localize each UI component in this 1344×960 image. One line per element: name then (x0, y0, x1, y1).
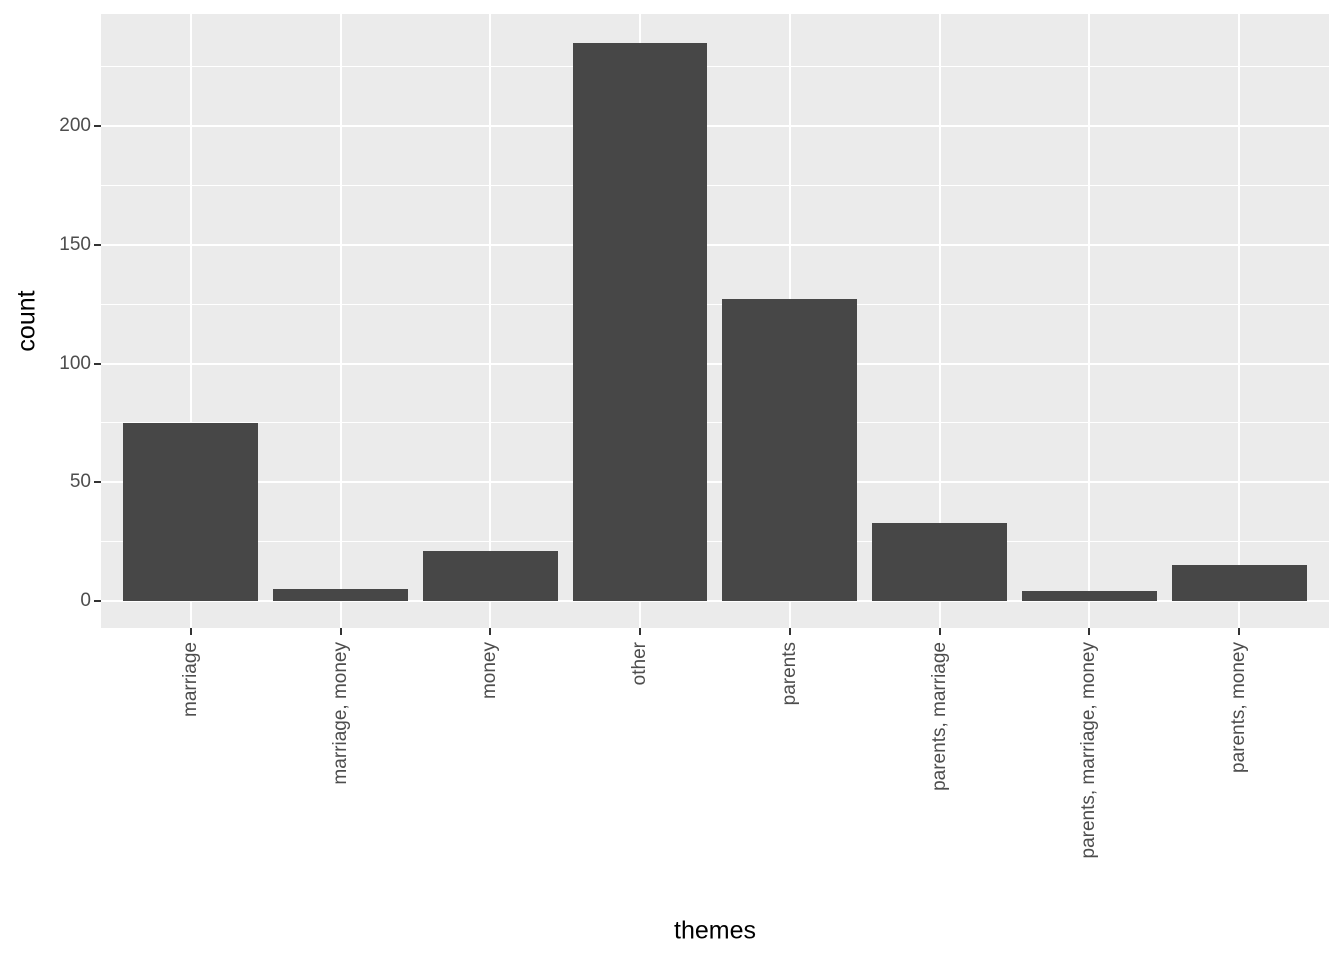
x-tick-label-4: parents (778, 642, 800, 706)
bar-parents-marriage-money (1022, 591, 1157, 601)
y-tick-mark-50 (94, 481, 101, 484)
gridline-minor-y-175 (101, 184, 1329, 186)
y-tick-mark-150 (94, 243, 101, 246)
bar-parents-money (1171, 565, 1307, 601)
gridline-x-1 (339, 14, 342, 628)
gridline-minor-y-225 (101, 66, 1329, 68)
gridline-x-2 (489, 14, 492, 628)
y-tick-label-50: 50 (69, 471, 91, 493)
x-axis-title: themes (674, 916, 756, 945)
x-tick-mark-5 (938, 628, 941, 635)
x-tick-mark-7 (1238, 628, 1241, 635)
gridline-major-y-100 (101, 362, 1329, 365)
gridline-x-7 (1238, 14, 1241, 628)
y-tick-mark-100 (94, 362, 101, 365)
x-tick-label-5: parents, marriage (928, 642, 950, 791)
x-tick-label-7: parents, money (1228, 642, 1250, 773)
plot-panel (101, 14, 1329, 628)
y-tick-label-100: 100 (59, 352, 91, 374)
x-tick-mark-1 (339, 628, 342, 635)
gridline-major-y-200 (101, 125, 1329, 128)
bar-parents-marriage (872, 522, 1007, 601)
x-tick-label-2: money (479, 642, 501, 700)
bar-marriage-money (273, 589, 408, 601)
y-tick-mark-200 (94, 125, 101, 128)
gridline-x-6 (1088, 14, 1091, 628)
gridline-minor-y-75 (101, 422, 1329, 424)
x-tick-label-1: marriage, money (329, 642, 351, 785)
y-tick-label-200: 200 (59, 115, 91, 137)
gridline-x-0 (189, 14, 192, 628)
gridline-major-y-50 (101, 481, 1329, 484)
gridline-major-y-0 (101, 599, 1329, 602)
x-tick-label-6: parents, marriage, money (1078, 642, 1100, 859)
x-tick-mark-3 (639, 628, 642, 635)
y-tick-label-150: 150 (59, 233, 91, 255)
x-tick-mark-4 (788, 628, 791, 635)
bar-money (422, 551, 558, 601)
y-tick-mark-0 (94, 599, 101, 602)
y-tick-label-0: 0 (80, 589, 91, 611)
x-tick-mark-2 (489, 628, 492, 635)
gridline-x-5 (938, 14, 941, 628)
x-tick-mark-6 (1088, 628, 1091, 635)
bar-other (572, 42, 708, 601)
gridline-major-y-150 (101, 243, 1329, 246)
x-tick-label-0: marriage (179, 642, 201, 717)
bar-marriage (123, 422, 259, 601)
y-axis-title: count (12, 290, 41, 352)
x-tick-label-3: other (629, 642, 651, 686)
gridline-minor-y-125 (101, 303, 1329, 305)
gridline-minor-y-25 (101, 540, 1329, 543)
x-tick-mark-0 (189, 628, 192, 635)
bar-parents (722, 299, 858, 601)
